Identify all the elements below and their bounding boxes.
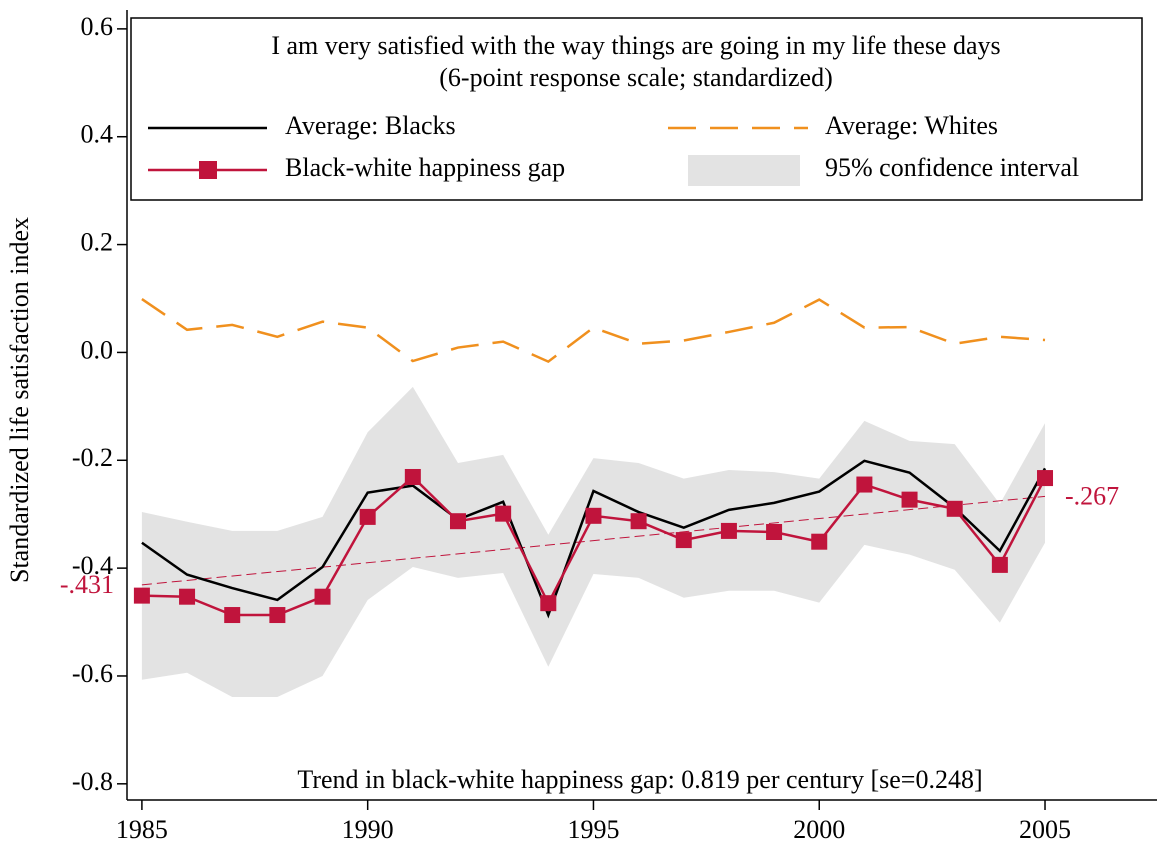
y-tick-label: 0.0 xyxy=(81,335,114,364)
marker xyxy=(179,588,196,605)
legend-title: I am very satisfied with the way things … xyxy=(271,31,1000,60)
x-tick-label: 1995 xyxy=(567,815,619,844)
marker xyxy=(811,533,828,550)
marker xyxy=(269,607,286,624)
marker xyxy=(901,491,918,508)
marker xyxy=(133,587,150,604)
y-tick-label: 0.2 xyxy=(81,228,114,257)
marker xyxy=(675,532,692,549)
legend-label: Average: Whites xyxy=(825,111,998,140)
trend-line xyxy=(141,495,1046,586)
series-line xyxy=(141,459,1047,619)
legend-label: Average: Blacks xyxy=(285,111,456,140)
marker xyxy=(540,595,557,612)
legend-box xyxy=(130,17,1143,201)
marker xyxy=(630,513,647,530)
marker xyxy=(495,505,512,522)
y-tick-label: -0.2 xyxy=(72,443,113,472)
y-tick-label: -0.6 xyxy=(72,659,113,688)
annotation: Trend in black-white happiness gap: 0.81… xyxy=(297,765,982,794)
marker xyxy=(1037,470,1054,487)
y-axis-label: Standardized life satisfaction index xyxy=(5,217,34,583)
legend-label: Black-white happiness gap xyxy=(285,153,565,182)
legend-label: 95% confidence interval xyxy=(825,153,1079,182)
marker xyxy=(314,588,331,605)
y-tick-label: -0.4 xyxy=(72,551,113,580)
y-tick-label: 0.6 xyxy=(81,12,114,41)
value-label: -.431 xyxy=(60,570,114,599)
marker xyxy=(585,507,602,524)
value-label: -.267 xyxy=(1065,481,1119,510)
marker xyxy=(991,556,1008,573)
confidence-band xyxy=(141,386,1046,698)
marker xyxy=(856,476,873,493)
marker xyxy=(946,500,963,517)
y-tick-label: -0.8 xyxy=(72,767,113,796)
marker xyxy=(359,508,376,525)
legend-title: (6-point response scale; standardized) xyxy=(439,63,832,92)
x-tick-label: 1990 xyxy=(342,815,394,844)
legend-swatch xyxy=(688,155,800,186)
marker xyxy=(404,468,421,485)
series-line xyxy=(141,298,1046,364)
x-tick-label: 1985 xyxy=(116,815,168,844)
marker xyxy=(449,513,466,530)
marker xyxy=(720,522,737,539)
x-tick-label: 2000 xyxy=(793,815,845,844)
marker xyxy=(766,523,783,540)
marker xyxy=(224,607,241,624)
y-tick-label: 0.4 xyxy=(81,120,114,149)
legend-swatch xyxy=(199,161,217,179)
x-tick-label: 2005 xyxy=(1019,815,1071,844)
